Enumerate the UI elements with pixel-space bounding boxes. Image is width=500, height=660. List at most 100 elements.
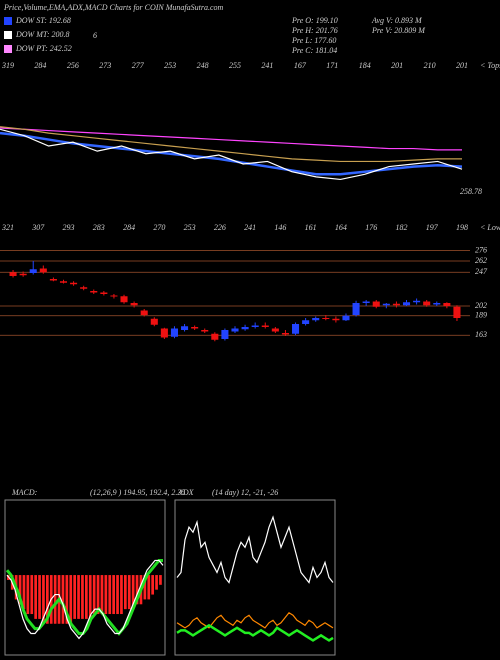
top-label: 167: [294, 61, 307, 70]
candle-body: [281, 333, 289, 335]
histogram-bar: [108, 575, 112, 615]
level-label: 247: [475, 267, 488, 276]
histogram-bar: [100, 575, 104, 615]
histogram-bar: [85, 575, 88, 619]
candle-body: [9, 272, 17, 276]
candle-body: [39, 268, 47, 273]
candle-body: [413, 300, 421, 303]
histogram-bar: [120, 575, 123, 615]
low-label: 307: [31, 223, 45, 232]
candle-body: [120, 296, 128, 303]
candle-body: [59, 281, 68, 283]
candle-body: [372, 301, 380, 307]
candle-body: [140, 310, 148, 315]
histogram-bar: [88, 575, 92, 619]
low-label: 182: [395, 223, 407, 232]
low-label: 270: [153, 223, 165, 232]
histogram-bar: [135, 575, 139, 605]
histogram-bar: [77, 575, 80, 619]
candle-body: [332, 318, 340, 321]
low-label: 284: [123, 223, 135, 232]
top-label: 201: [391, 61, 403, 70]
info: Pre V: 20.809 M: [371, 26, 426, 35]
info: Pre O: 199.10: [291, 16, 338, 25]
candle-body: [271, 328, 279, 332]
candle-body: [402, 302, 411, 306]
histogram-bar: [92, 575, 96, 615]
histogram-bar: [73, 575, 76, 619]
histogram-bar: [61, 575, 65, 624]
histogram-bar: [38, 575, 41, 619]
line: [176, 623, 334, 642]
low-label: 241: [244, 223, 256, 232]
candle-body: [392, 303, 400, 306]
legend-swatch: [4, 31, 12, 39]
histogram-bar: [116, 575, 119, 615]
info: Pre H: 201.76: [291, 26, 338, 35]
low-label: 226: [214, 223, 226, 232]
candle-body: [49, 279, 57, 281]
low-label: 197: [426, 223, 439, 232]
info: Pre C: 181.04: [291, 46, 337, 55]
histogram-bar: [42, 575, 45, 624]
annotation: 6: [93, 31, 97, 40]
low-label: 164: [335, 223, 347, 232]
top-label: 210: [424, 61, 436, 70]
top-label: 255: [229, 61, 241, 70]
candle-body: [70, 282, 78, 285]
tops-caption: < Tops: [480, 61, 500, 70]
candle-body: [312, 318, 320, 321]
candle-body: [19, 273, 27, 276]
candle-body: [251, 325, 259, 327]
info: Pre L: 177.60: [291, 36, 336, 45]
adx-subtitle: (14 day) 12, -21, -26: [212, 488, 278, 497]
low-label: 283: [93, 223, 105, 232]
candle-body: [241, 327, 249, 330]
chart-title: Price,Volume,EMA,ADX,MACD Charts for COI…: [3, 3, 224, 12]
histogram-bar: [155, 575, 158, 590]
low-label: 321: [1, 223, 14, 232]
candle-body: [90, 291, 98, 293]
candle-body: [231, 328, 239, 332]
candle-body: [352, 303, 360, 315]
top-label: 253: [164, 61, 176, 70]
top-label: 273: [99, 61, 111, 70]
histogram-bar: [18, 575, 22, 605]
lows-caption: < Lows: [480, 223, 500, 232]
candle-body: [170, 328, 178, 337]
candle-body: [211, 333, 219, 340]
candle-body: [362, 301, 370, 303]
legend-label: DOW PT: 242.52: [15, 44, 72, 53]
line: [0, 131, 463, 176]
histogram-bar: [65, 575, 69, 624]
histogram-bar: [26, 575, 30, 615]
histogram-bar: [69, 575, 73, 624]
histogram-bar: [112, 575, 115, 615]
low-label: 161: [305, 223, 317, 232]
histogram-bar: [143, 575, 147, 600]
candle-body: [80, 287, 88, 289]
candle-body: [29, 269, 37, 273]
candle-body: [150, 318, 158, 325]
level-label: 189: [475, 311, 487, 320]
histogram-bar: [124, 575, 127, 610]
candle-body: [130, 303, 138, 306]
histogram-bar: [53, 575, 57, 624]
histogram-bar: [131, 575, 135, 610]
histogram-bar: [30, 575, 34, 615]
annotation: 258.78: [460, 187, 482, 196]
low-label: 146: [274, 223, 286, 232]
histogram-bar: [159, 575, 162, 585]
histogram-bar: [34, 575, 37, 619]
histogram-bar: [147, 575, 151, 600]
histogram-bar: [104, 575, 108, 615]
histogram-bar: [151, 575, 154, 595]
adx-title: ADX: [177, 488, 195, 497]
line: [176, 611, 334, 629]
info: Avg V: 0.893 M: [371, 16, 423, 25]
low-label: 176: [365, 223, 377, 232]
candle-body: [382, 303, 390, 306]
macd-subtitle: (12,26,9 ) 194.95, 192.4, 2.35: [90, 488, 185, 497]
candle-body: [433, 303, 441, 305]
